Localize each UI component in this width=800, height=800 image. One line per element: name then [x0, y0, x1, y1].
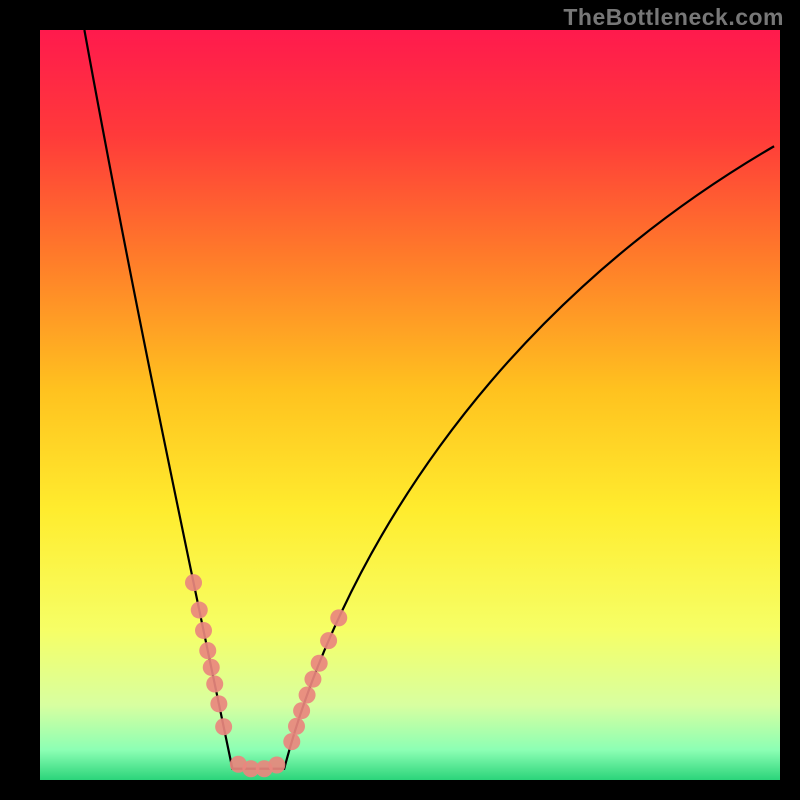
- watermark-label: TheBottleneck.com: [563, 4, 784, 31]
- curve-marker-right-4: [304, 671, 321, 688]
- curve-marker-left-6: [210, 695, 227, 712]
- curve-marker-right-7: [330, 609, 347, 626]
- curve-marker-right-3: [299, 687, 316, 704]
- curve-marker-right-5: [311, 655, 328, 672]
- curve-marker-left-3: [199, 642, 216, 659]
- bottleneck-curve: [84, 30, 774, 769]
- bottleneck-curve-chart: [40, 30, 780, 780]
- gradient-panel: [40, 30, 780, 780]
- curve-marker-left-1: [191, 602, 208, 619]
- curve-marker-right-6: [320, 632, 337, 649]
- curve-marker-left-7: [215, 718, 232, 735]
- curve-marker-left-4: [203, 659, 220, 676]
- curve-marker-left-2: [195, 622, 212, 639]
- curve-marker-right-2: [293, 702, 310, 719]
- curve-marker-left-5: [206, 676, 223, 693]
- curve-marker-bottom-3: [268, 757, 285, 774]
- curve-marker-left-0: [185, 574, 202, 591]
- curve-marker-right-0: [283, 733, 300, 750]
- curve-marker-right-1: [288, 718, 305, 735]
- marker-layer: [185, 574, 347, 777]
- outer-black-frame: TheBottleneck.com: [0, 0, 800, 800]
